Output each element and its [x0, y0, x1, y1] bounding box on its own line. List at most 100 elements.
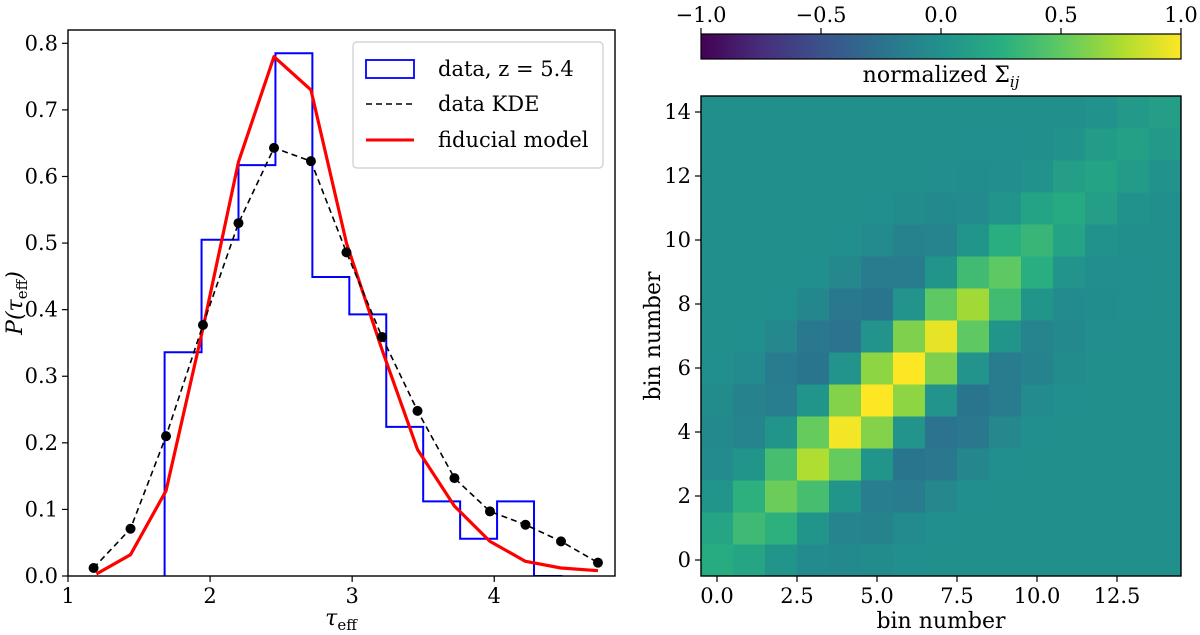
heatmap-cell — [893, 384, 926, 417]
heatmap-cell — [925, 512, 958, 545]
heatmap-cell — [1053, 448, 1086, 481]
heatmap-cell — [989, 256, 1022, 289]
colorbar-tick-label: 0.5 — [1044, 3, 1077, 27]
heatmap-cell — [829, 256, 862, 289]
y-tick-label: 0.7 — [25, 98, 58, 122]
heatmap-cell — [861, 416, 894, 449]
kde-point — [269, 142, 280, 153]
heatmap-cell — [765, 96, 798, 129]
heatmap-cell — [925, 544, 958, 577]
heatmap-cell — [893, 192, 926, 225]
heatmap-cell — [1117, 320, 1150, 353]
y-tick-label: 0.5 — [25, 231, 58, 255]
kde-point — [233, 218, 244, 229]
heatmap-cell — [1085, 256, 1118, 289]
colorbar-tick-label: −1.0 — [676, 3, 727, 27]
heatmap-cell — [1085, 480, 1118, 513]
heatmap-cell — [893, 352, 926, 385]
heatmap-y-tick-label: 0 — [678, 548, 691, 572]
y-tick-label: 0.0 — [25, 564, 58, 588]
heatmap-cell — [861, 192, 894, 225]
heatmap-cell — [989, 352, 1022, 385]
heatmap-cell — [765, 320, 798, 353]
heatmap-cell — [829, 512, 862, 545]
legend-label-model: fiducial model — [438, 128, 589, 152]
heatmap-cell — [1085, 224, 1118, 257]
heatmap-x-tick-label: 12.5 — [1094, 584, 1141, 608]
heatmap-cell — [1085, 160, 1118, 193]
heatmap-cell — [925, 224, 958, 257]
heatmap-cell — [797, 384, 830, 417]
heatmap-cell — [733, 160, 766, 193]
heatmap-cell — [701, 512, 734, 545]
right-ticks: 0.0 2.5 5.0 7.5 10.0 12.5 0 2 4 6 8 10 12 14 — [664, 100, 1140, 608]
fiducial-model-line — [95, 55, 599, 576]
heatmap-cell — [765, 224, 798, 257]
heatmap-cell — [1053, 384, 1086, 417]
heatmap-cell — [957, 160, 990, 193]
heatmap-cell — [1053, 224, 1086, 257]
right-axes-frame — [700, 95, 1182, 577]
x-tick-label: 4 — [488, 584, 501, 608]
heatmap-cell — [925, 128, 958, 161]
heatmap-cell — [893, 128, 926, 161]
heatmap-cell — [1149, 160, 1182, 193]
heatmap-cell — [989, 288, 1022, 321]
y-tick-label: 0.3 — [25, 364, 58, 388]
heatmap-cell — [1021, 192, 1054, 225]
heatmap-cell — [925, 320, 958, 353]
heatmap-cell — [925, 416, 958, 449]
heatmap-cell — [1021, 480, 1054, 513]
heatmap-cell — [765, 544, 798, 577]
heatmap-cell — [1117, 160, 1150, 193]
heatmap-cell — [733, 416, 766, 449]
heatmap-cell — [701, 256, 734, 289]
heatmap-cell — [1117, 256, 1150, 289]
left-plot-area — [88, 52, 603, 576]
heatmap-cell — [861, 128, 894, 161]
kde-point — [520, 519, 531, 530]
heatmap-cell — [957, 352, 990, 385]
heatmap-cell — [829, 384, 862, 417]
heatmap-y-tick-label: 12 — [664, 164, 691, 188]
right-ylabel: bin number — [641, 271, 666, 401]
heatmap-cell — [765, 288, 798, 321]
heatmap-cell — [989, 192, 1022, 225]
heatmap-cell — [1149, 288, 1182, 321]
heatmap-cell — [829, 448, 862, 481]
heatmap-cell — [1021, 544, 1054, 577]
legend-label-kde: data KDE — [438, 92, 539, 116]
right-xlabel: bin number — [876, 609, 1006, 634]
heatmap-cell — [829, 352, 862, 385]
heatmap-cell — [1021, 256, 1054, 289]
heatmap-cell — [797, 128, 830, 161]
heatmap-cell — [1149, 544, 1182, 577]
heatmap-cell — [1085, 96, 1118, 129]
legend: data, z = 5.4 data KDE fiducial model — [352, 41, 604, 169]
heatmap-cell — [829, 416, 862, 449]
heatmap-cell — [957, 512, 990, 545]
heatmap-cell — [893, 448, 926, 481]
heatmap-cell — [765, 192, 798, 225]
heatmap-cell — [925, 96, 958, 129]
kde-point — [88, 563, 99, 574]
heatmap-cell — [1053, 192, 1086, 225]
heatmap-cell — [797, 544, 830, 577]
heatmap-cell — [925, 480, 958, 513]
heatmap-cell — [701, 288, 734, 321]
kde-point — [556, 536, 567, 547]
kde-point — [197, 319, 208, 330]
heatmap-cell — [1021, 96, 1054, 129]
heatmap-cell — [765, 448, 798, 481]
heatmap-cell — [1085, 416, 1118, 449]
heatmap-y-tick-label: 8 — [678, 292, 691, 316]
heatmap-cell — [765, 512, 798, 545]
heatmap-cell — [733, 448, 766, 481]
heatmap-cell — [1053, 416, 1086, 449]
heatmap-cell — [829, 96, 862, 129]
heatmap-cell — [1085, 288, 1118, 321]
heatmap-cell — [829, 320, 862, 353]
heatmap-y-tick-label: 4 — [678, 420, 691, 444]
heatmap-cell — [733, 544, 766, 577]
heatmap-cell — [989, 128, 1022, 161]
